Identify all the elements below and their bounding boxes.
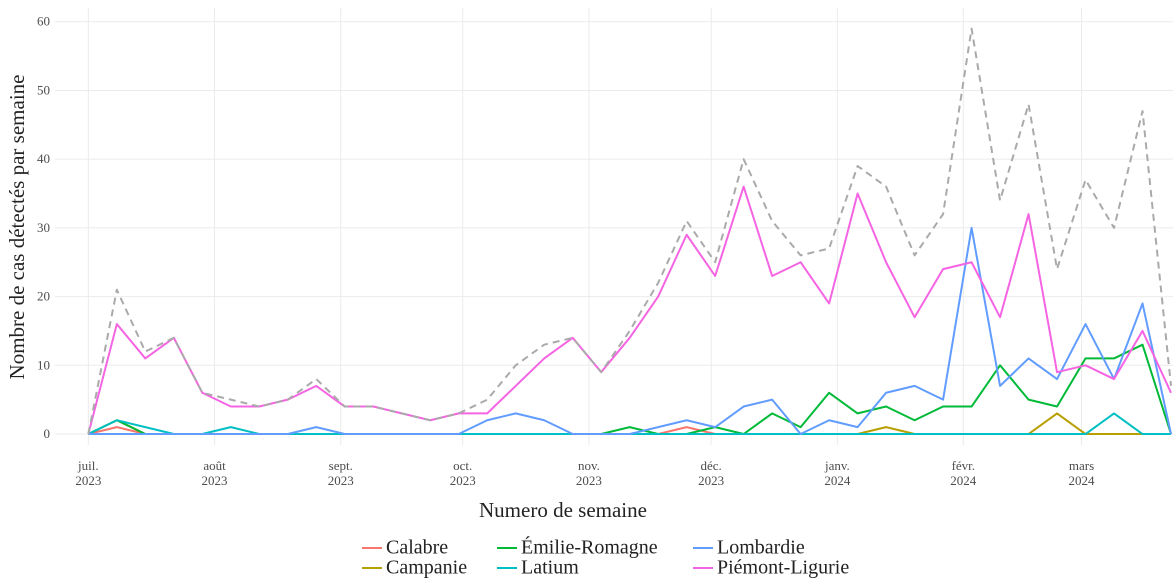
grid (55, 8, 1173, 445)
legend-label: Campanie (386, 557, 467, 579)
x-tick-label: oct. 2023 (450, 458, 476, 488)
legend-label: Émilie-Romagne (521, 536, 658, 559)
y-tick-label: 10 (37, 357, 50, 372)
y-tick-label: 40 (37, 151, 50, 166)
y-tick-label: 0 (44, 426, 51, 441)
x-tick-label: déc. 2023 (698, 458, 724, 488)
x-tick-label: févr. 2024 (950, 458, 977, 488)
y-tick-label: 60 (37, 14, 50, 29)
x-tick-label: sept. 2023 (328, 458, 354, 488)
legend-label: Piémont-Ligurie (717, 557, 849, 579)
series-line (87, 343, 1172, 436)
series-line (88, 426, 1172, 436)
series-line (88, 226, 1172, 436)
x-axis-title: Numero de semaine (479, 498, 647, 522)
y-tick-label: 50 (37, 82, 50, 97)
series-line (87, 185, 1172, 435)
legend-label: Calabre (386, 537, 448, 559)
x-tick-label: nov. 2023 (576, 458, 602, 488)
x-tick-label: mars 2024 (1069, 458, 1096, 488)
x-tick-label: août 2023 (202, 458, 228, 488)
y-tick-label: 30 (37, 220, 50, 235)
y-axis-title: Nombre de cas détectés par semaine (5, 75, 29, 380)
legend-label: Latium (521, 557, 579, 579)
series-line (87, 412, 1172, 436)
total-line (87, 27, 1173, 435)
x-tick-label: juil. 2023 (75, 458, 101, 488)
series-line (87, 412, 1172, 436)
legend-label: Lombardie (717, 537, 805, 559)
y-tick-label: 20 (37, 289, 50, 304)
x-tick-label: janv. 2024 (824, 458, 851, 488)
